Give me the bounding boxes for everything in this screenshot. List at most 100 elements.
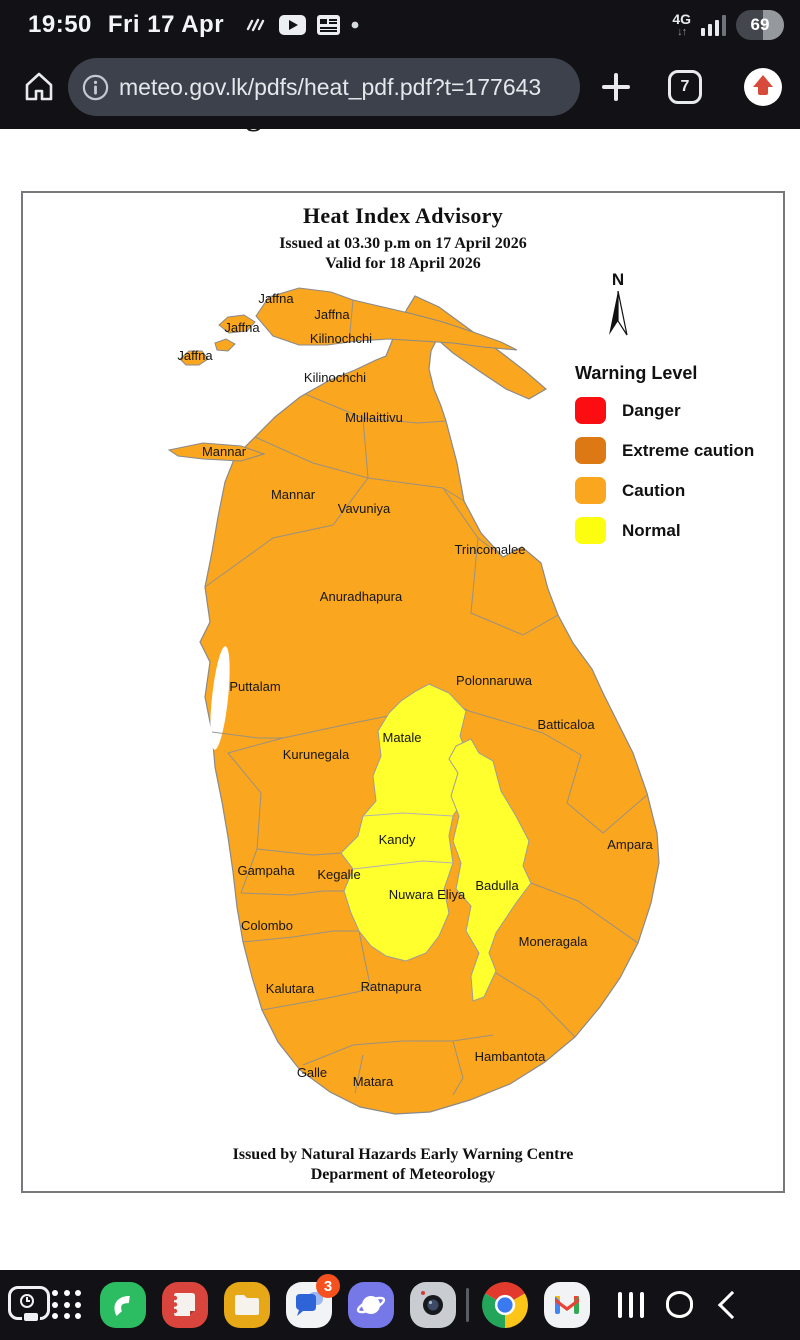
- new-tab-button[interactable]: [600, 71, 632, 103]
- jaffna-island: [214, 338, 236, 352]
- district-label-jaffna: Jaffna: [258, 291, 294, 306]
- advisory-header: Heat Index Advisory Issued at 03.30 p.m …: [23, 203, 783, 273]
- jaffna-island: [218, 314, 256, 334]
- dock-separator: [466, 1288, 469, 1322]
- phone-app-icon[interactable]: [100, 1282, 146, 1328]
- nav-home-button[interactable]: [666, 1291, 693, 1318]
- url-text: meteo.gov.lk/pdfs/heat_pdf.pdf?t=177643: [119, 73, 542, 100]
- status-bar: 19:50 Fri 17 Apr: [0, 0, 800, 50]
- my-files-app-icon[interactable]: [224, 1282, 270, 1328]
- youtube-notification-icon: [279, 15, 307, 35]
- home-button[interactable]: [22, 70, 56, 104]
- district-label-ampara: Ampara: [607, 837, 653, 852]
- legend-item-danger: Danger: [575, 397, 754, 424]
- dock-taskbar: 3: [0, 1270, 800, 1340]
- district-label-matara: Matara: [353, 1074, 394, 1089]
- nav-back-button[interactable]: [717, 1290, 747, 1320]
- advisory-title: Heat Index Advisory: [302, 203, 504, 228]
- district-label-polonnaruwa: Polonnaruwa: [456, 673, 533, 688]
- district-labels: Jaffna Jaffna Jaffna Jaffna Kilinochchi Kilin…: [177, 291, 653, 1089]
- legend-label: Extreme caution: [622, 440, 755, 460]
- puttalam-lagoon: [210, 646, 230, 750]
- legend-title: Warning Level: [575, 363, 698, 383]
- legend-item-normal: Normal: [575, 517, 754, 544]
- inner-yellow-boundaries: [352, 812, 454, 870]
- page-info-icon[interactable]: [82, 74, 109, 101]
- legend-label: Danger: [622, 400, 681, 420]
- district-label-matale: Matale: [382, 730, 421, 745]
- jaffna-island: [179, 350, 209, 366]
- mannar-island: [167, 442, 266, 462]
- district-label-mannar: Mannar: [271, 487, 316, 502]
- district-label-anuradhapura: Anuradhapura: [320, 589, 403, 604]
- district-label-badulla: Badulla: [475, 878, 519, 893]
- district-label-jaffna: Jaffna: [224, 320, 260, 335]
- legend-swatch: [575, 397, 606, 424]
- legend-label: Normal: [622, 520, 681, 540]
- district-label-puttalam: Puttalam: [229, 679, 280, 694]
- advisory-map-frame: N Jaffna Jaffna Jaffna Jaffna Kilinochchi Kil…: [21, 191, 785, 1193]
- sri-lanka-map: N Jaffna Jaffna Jaffna Jaffna Kilinochchi Kil…: [167, 270, 660, 1115]
- browser-update-button[interactable]: [744, 68, 782, 106]
- district-label-jaffna: Jaffna: [314, 307, 350, 322]
- address-bar[interactable]: meteo.gov.lk/pdfs/heat_pdf.pdf?t=177643: [68, 58, 580, 116]
- notification-stripes-icon: [246, 18, 265, 32]
- network-type-indicator: 4G ↓↑: [672, 11, 691, 38]
- district-label-batticaloa: Batticaloa: [537, 717, 595, 732]
- batticaloa-lagoon: [641, 699, 649, 717]
- notes-app-icon[interactable]: [162, 1282, 208, 1328]
- district-label-vavuniya: Vavuniya: [338, 501, 391, 516]
- legend-item-caution: Caution: [575, 477, 754, 504]
- district-label-kilinochchi: Kilinochchi: [304, 370, 366, 385]
- district-label-mannar: Mannar: [202, 444, 247, 459]
- district-label-galle: Galle: [297, 1065, 327, 1080]
- svg-text:N: N: [612, 270, 624, 289]
- advisory-footer: Issued by Natural Hazards Early Warning …: [23, 1145, 783, 1185]
- screen-time-icon[interactable]: [8, 1286, 50, 1323]
- arrow-up-icon: [753, 75, 773, 87]
- battery-indicator: 69: [736, 10, 784, 40]
- district-label-kalutara: Kalutara: [266, 981, 315, 996]
- clock-time: 19:50: [28, 11, 92, 38]
- more-notifications-dot-icon: [351, 21, 359, 29]
- legend-swatch: [575, 517, 606, 544]
- samsung-internet-app-icon[interactable]: [348, 1282, 394, 1328]
- district-label-hambantota: Hambantota: [475, 1049, 547, 1064]
- advisory-valid-line: Valid for 18 April 2026: [325, 255, 481, 272]
- legend-label: Caution: [622, 480, 686, 500]
- footer-line-1: Issued by Natural Hazards Early Warning …: [232, 1146, 574, 1163]
- district-label-nuwara-eliya: Nuwara Eliya: [389, 887, 466, 902]
- gmail-app-icon[interactable]: [544, 1282, 590, 1328]
- tab-switcher-button[interactable]: 7: [668, 70, 702, 104]
- district-label-colombo: Colombo: [241, 918, 293, 933]
- district-label-kilinochchi: Kilinochchi: [310, 331, 372, 346]
- warning-level-legend: Warning Level Danger Extreme caution Cauti…: [575, 363, 754, 544]
- district-label-ratnapura: Ratnapura: [361, 979, 422, 994]
- district-label-jaffna: Jaffna: [177, 348, 213, 363]
- chrome-app-icon[interactable]: [482, 1282, 528, 1328]
- district-label-trincomalee: Trincomalee: [454, 542, 525, 557]
- trincomalee-bay: [558, 580, 568, 590]
- browser-toolbar: meteo.gov.lk/pdfs/heat_pdf.pdf?t=177643 …: [0, 50, 800, 129]
- nav-recents-button[interactable]: [618, 1292, 644, 1318]
- messages-unread-badge: 3: [316, 1274, 340, 1298]
- app-drawer-button[interactable]: [52, 1290, 82, 1320]
- legend-item-extreme-caution: Extreme caution: [575, 437, 754, 464]
- north-arrow-icon: N: [609, 270, 628, 336]
- legend-swatch: [575, 437, 606, 464]
- district-label-kurunegala: Kurunegala: [283, 747, 350, 762]
- district-label-gampaha: Gampaha: [237, 863, 295, 878]
- pdf-page[interactable]: N Jaffna Jaffna Jaffna Jaffna Kilinochchi Kil…: [0, 129, 800, 1270]
- camera-app-icon[interactable]: [410, 1282, 456, 1328]
- tab-count: 7: [680, 78, 690, 95]
- advisory-issued-line: Issued at 03.30 p.m on 17 April 2026: [279, 235, 527, 252]
- normal-zone-badulla: [448, 738, 532, 1002]
- district-label-mullaittivu: Mullaittivu: [345, 410, 403, 425]
- district-label-kegalle: Kegalle: [317, 867, 360, 882]
- status-date: Fri 17 Apr: [107, 11, 225, 38]
- messages-app-icon[interactable]: 3: [286, 1274, 340, 1328]
- district-label-moneragala: Moneragala: [519, 934, 588, 949]
- legend-swatch: [575, 477, 606, 504]
- news-notification-icon: [317, 15, 341, 35]
- jaffna-peninsula: [255, 287, 518, 351]
